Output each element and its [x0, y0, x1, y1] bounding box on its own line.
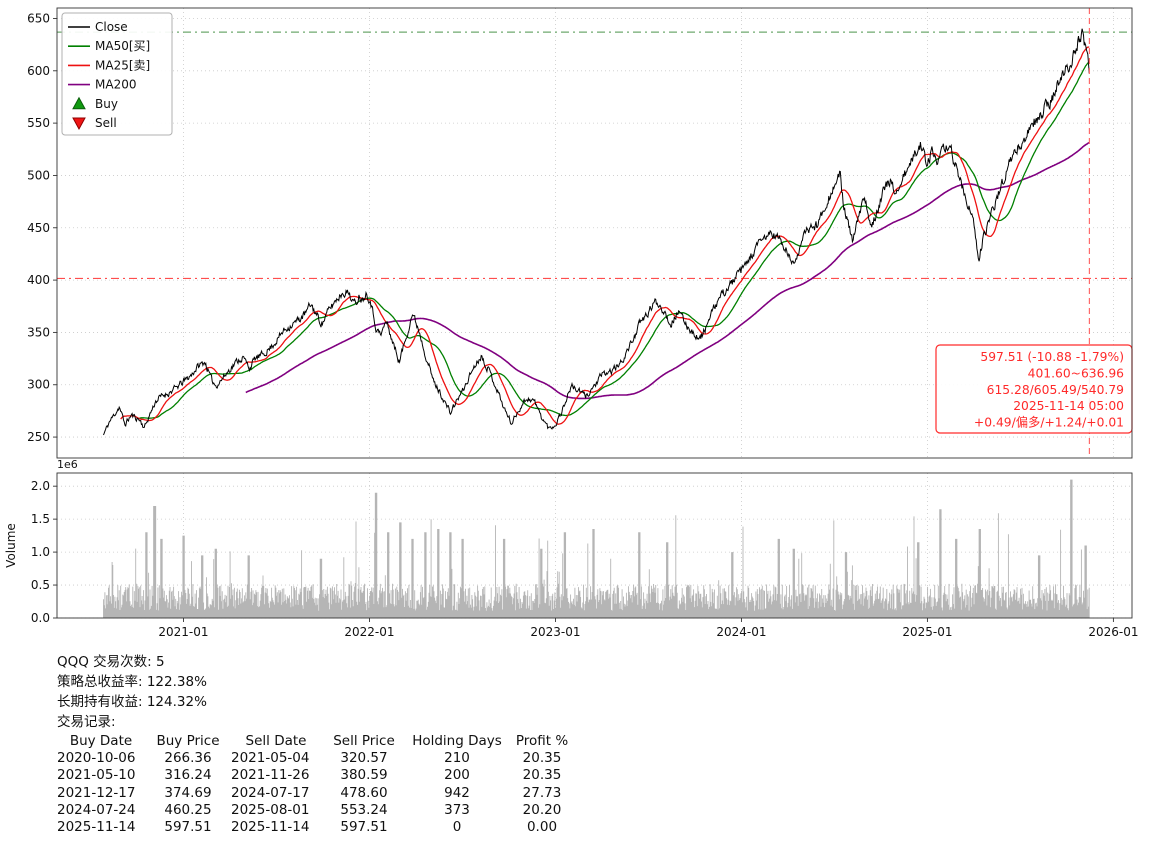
price-tick-label: 600	[27, 64, 50, 78]
trade-count: QQQ 交易次数: 5	[57, 654, 165, 670]
trade-row: 2021-12-17 374.69 2024-07-17 478.60 942 27.73	[57, 785, 577, 802]
col-buy-price: Buy Price	[156, 733, 220, 749]
annotation-line: 401.60~636.96	[1028, 366, 1125, 380]
annotation-box: 597.51 (-10.88 -1.79%) 401.60~636.96 615.2…	[935, 344, 1133, 434]
price-tick-label: 550	[27, 116, 50, 130]
trade-cell: 374.69	[164, 784, 212, 801]
trade-row: 2025-11-14 597.51 2025-11-14 597.51 0 0.00	[57, 819, 577, 836]
x-tick-label: 2024-01	[716, 625, 766, 639]
trade-cell: 553.24	[340, 801, 388, 818]
trade-cell: 2024-07-17	[231, 784, 310, 801]
trade-table-header: Buy Date Buy Price Sell Date Sell Price …	[57, 733, 577, 750]
price-tick-label: 400	[27, 273, 50, 287]
trade-cell: 266.36	[164, 750, 212, 767]
price-volume-chart: 597.51 (-10.88 -1.79%) 401.60~636.96 615.2…	[4, 7, 1138, 639]
trade-cell: 478.60	[340, 784, 388, 801]
trade-row: 2024-07-24 460.25 2025-08-01 553.24 373 20.20	[57, 802, 577, 819]
legend-label: MA25[卖]	[95, 58, 150, 72]
trade-cell: 0.00	[526, 818, 558, 835]
volume-tick-label: 1.5	[31, 512, 50, 526]
col-profit: Profit %	[515, 733, 569, 749]
trade-cell: 2025-11-14	[231, 818, 310, 835]
trade-cell: 2021-05-10	[57, 767, 136, 784]
grid	[57, 8, 1132, 619]
trade-cell: 380.59	[340, 767, 388, 784]
trade-cell: 597.51	[340, 818, 388, 835]
trade-cell: 210	[444, 750, 470, 767]
trade-cell: 2024-07-24	[57, 801, 136, 818]
x-tick-label: 2025-01	[902, 625, 952, 639]
price-tick-label: 450	[27, 221, 50, 235]
annotation-line: +0.49/偏多/+1.24/+0.01	[974, 415, 1124, 430]
trade-cell: 942	[444, 784, 470, 801]
annotation-line: 615.28/605.49/540.79	[987, 383, 1124, 397]
legend-label: MA50[买]	[95, 39, 150, 53]
volume-bars	[103, 479, 1090, 618]
close-line	[103, 28, 1090, 436]
trade-row: 2021-05-10 316.24 2021-11-26 380.59 200 20.35	[57, 767, 577, 784]
volume-tick-label: 2.0	[31, 479, 50, 493]
trade-cell: 2021-05-04	[231, 750, 310, 767]
trade-rows: 2020-10-06 266.36 2021-05-04 320.57 210 20.35…	[57, 750, 577, 836]
strategy-return: 策略总收益率: 122.38%	[57, 674, 207, 690]
trade-cell: 20.35	[522, 750, 562, 767]
volume-tick-label: 1.0	[31, 545, 50, 559]
trade-cell: 320.57	[340, 750, 388, 767]
legend: Close MA50[买] MA25[卖] MA200 Buy Sell	[61, 12, 173, 136]
legend-label: Sell	[95, 116, 117, 130]
legend-label: Buy	[95, 97, 118, 111]
col-sell-price: Sell Price	[333, 733, 395, 749]
annotation-line: 597.51 (-10.88 -1.79%)	[980, 350, 1124, 364]
strategy-summary: QQQ 交易次数: 5 策略总收益率: 122.38% 长期持有收益: 124.…	[57, 652, 577, 836]
x-tick-label: 2026-01	[1088, 625, 1138, 639]
records-label: 交易记录:	[57, 714, 116, 730]
trade-row: 2020-10-06 266.36 2021-05-04 320.57 210 20.35	[57, 750, 577, 767]
volume-tick-label: 0.0	[31, 611, 50, 625]
x-tick-label: 2023-01	[530, 625, 580, 639]
annotation-line: 2025-11-14 05:00	[1013, 399, 1124, 413]
col-buy-date: Buy Date	[69, 733, 133, 749]
volume-tick-label: 0.5	[31, 578, 50, 592]
trade-cell: 27.73	[522, 784, 562, 801]
trade-table: Buy Date Buy Price Sell Date Sell Price …	[57, 733, 577, 836]
legend-label: Close	[95, 20, 128, 34]
trade-cell: 460.25	[164, 801, 212, 818]
trade-cell: 2021-12-17	[57, 784, 136, 801]
trade-cell: 2021-11-26	[231, 767, 310, 784]
trade-cell: 2025-11-14	[57, 818, 136, 835]
legend-label: MA200	[95, 78, 136, 92]
hold-return: 长期持有收益: 124.32%	[57, 694, 207, 710]
trade-cell: 2020-10-06	[57, 750, 136, 767]
price-tick-label: 300	[27, 378, 50, 392]
volume-ylabel: Volume	[4, 523, 18, 568]
x-tick-label: 2022-01	[344, 625, 394, 639]
col-holding-days: Holding Days	[412, 733, 502, 749]
trade-cell: 2025-08-01	[231, 801, 310, 818]
trade-cell: 597.51	[164, 818, 212, 835]
price-tick-label: 500	[27, 168, 50, 182]
ma25-line	[120, 46, 1090, 425]
price-tick-label: 350	[27, 325, 50, 339]
price-tick-label: 650	[27, 11, 50, 25]
axes: 250 300 350 400 450 500 550 600 650 0.0 0.5 1.0 1.5 2…	[4, 7, 1138, 639]
x-tick-label: 2021-01	[158, 625, 208, 639]
trade-cell: 200	[444, 767, 470, 784]
price-tick-label: 250	[27, 430, 50, 444]
trade-cell: 316.24	[164, 767, 212, 784]
trade-cell: 20.20	[522, 801, 562, 818]
col-sell-date: Sell Date	[245, 733, 307, 749]
trade-cell: 20.35	[522, 767, 562, 784]
trade-cell: 0	[452, 818, 462, 835]
ma50-line	[138, 61, 1090, 420]
trade-cell: 373	[444, 801, 470, 818]
volume-offset-label: 1e6	[57, 458, 78, 471]
